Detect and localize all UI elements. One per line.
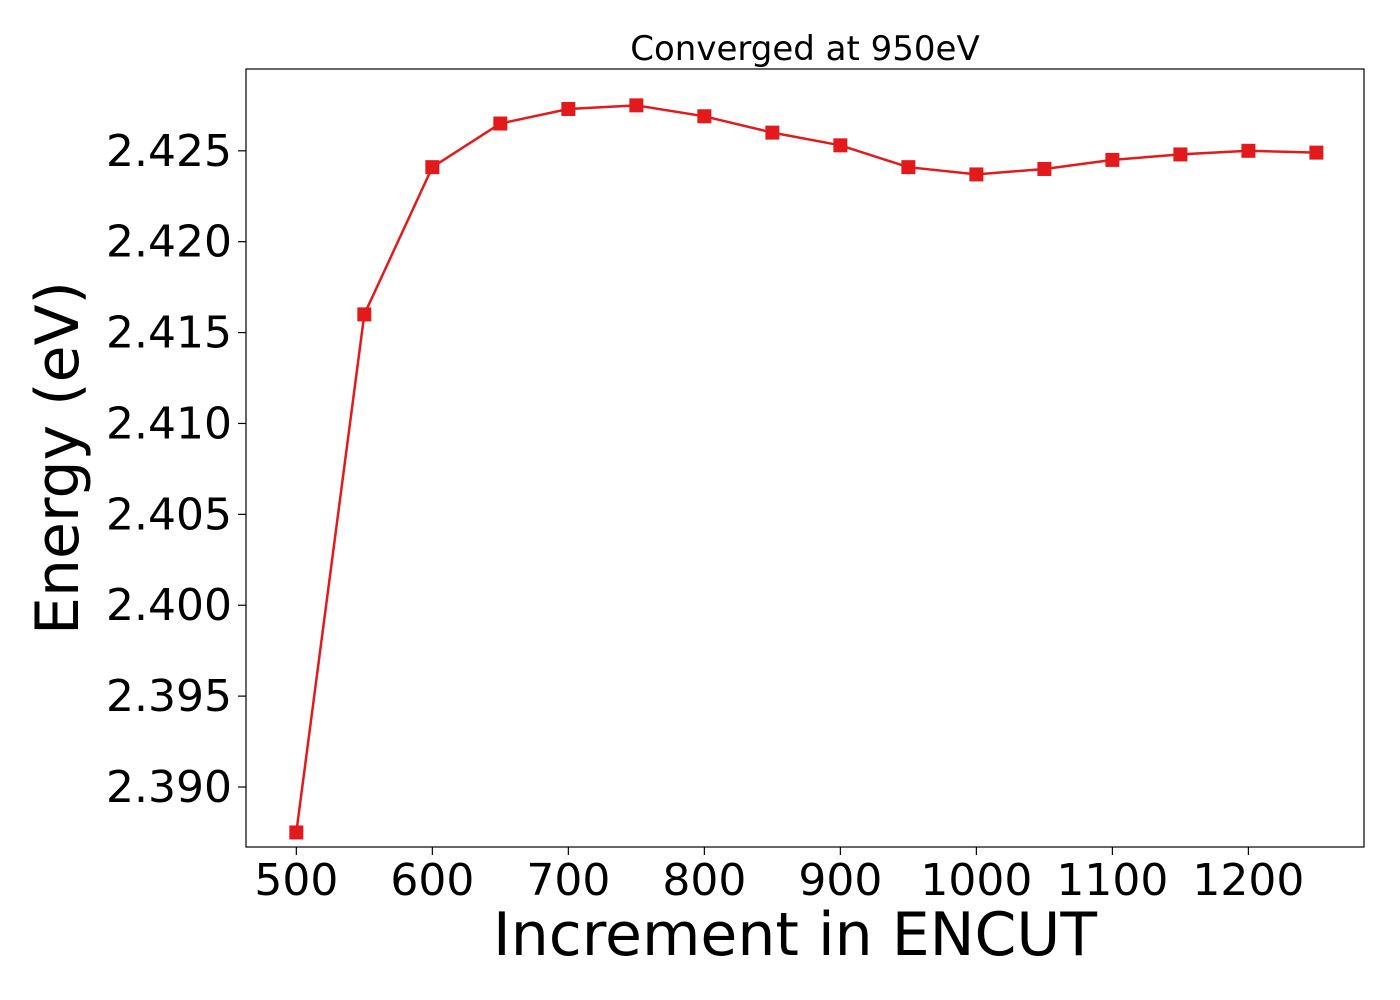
x-tick-label: 800: [662, 855, 746, 906]
data-point-marker: [901, 160, 916, 175]
data-point-marker: [357, 307, 372, 322]
data-point-marker: [833, 138, 848, 153]
data-point-marker: [629, 98, 644, 113]
data-point-marker: [765, 125, 780, 140]
y-tick-label: 2.420: [106, 217, 232, 268]
data-point-marker: [1241, 143, 1256, 158]
series-layer: [289, 98, 1324, 840]
plot-area-frame: [245, 68, 1365, 848]
data-point-marker: [1105, 152, 1120, 167]
series-line: [295, 104, 1317, 833]
data-point-marker: [289, 825, 304, 840]
y-tick-label: 2.415: [106, 308, 232, 359]
y-tick-label: 2.395: [106, 671, 232, 722]
data-point-marker: [1309, 145, 1324, 160]
x-tick-label: 700: [526, 855, 610, 906]
data-point-marker: [425, 160, 440, 175]
x-tick-label: 900: [798, 855, 882, 906]
y-tick-label: 2.405: [106, 489, 232, 540]
y-axis-label: Energy (eV): [23, 281, 93, 635]
y-tick-label: 2.425: [106, 126, 232, 177]
data-point-marker: [1173, 147, 1188, 162]
data-point-marker: [561, 101, 576, 116]
y-tick-label: 2.390: [106, 762, 232, 813]
chart-title: Converged at 950eV: [630, 29, 979, 69]
data-point-marker: [493, 116, 508, 131]
y-axis: 2.390 2.395 2.400 2.405 2.410 2.415 2.420 2.425: [106, 126, 246, 813]
x-tick-label: 600: [390, 855, 474, 906]
x-tick-label: 500: [254, 855, 338, 906]
x-tick-label: 1200: [1192, 855, 1304, 906]
data-point-marker: [697, 109, 712, 124]
y-tick-label: 2.410: [106, 398, 232, 449]
data-point-marker: [1037, 161, 1052, 176]
x-axis: 500 600 700 800 900 1000 1100 1200: [254, 847, 1304, 906]
x-axis-label: Increment in ENCUT: [493, 900, 1097, 970]
x-tick-label: 1100: [1056, 855, 1168, 906]
y-tick-label: 2.400: [106, 580, 232, 631]
data-point-marker: [969, 167, 984, 182]
x-tick-label: 1000: [920, 855, 1032, 906]
